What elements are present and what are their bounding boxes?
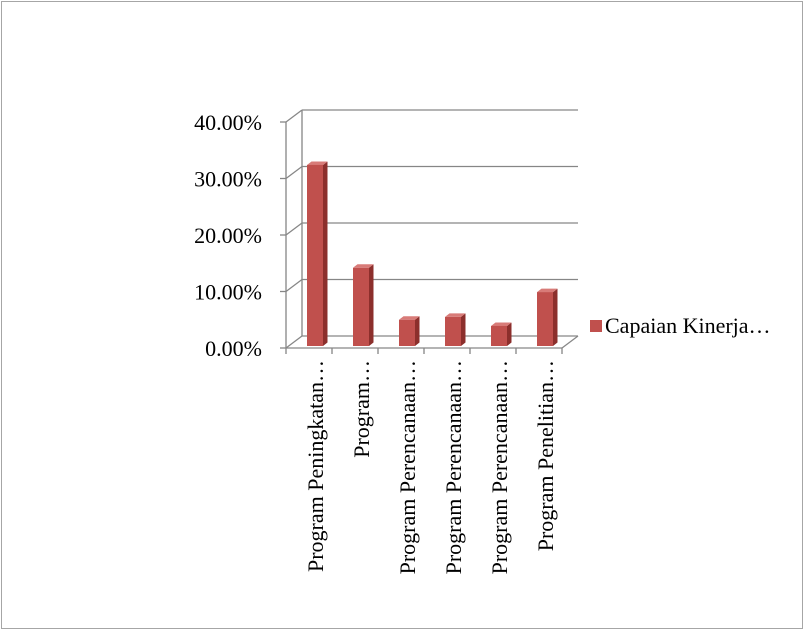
y-axis-tick-label: 20.00% xyxy=(194,223,262,248)
bar-side-face xyxy=(369,264,374,346)
bar xyxy=(353,264,374,346)
bar-front-face xyxy=(399,319,415,346)
x-axis-category-label: Program Penelitian… xyxy=(533,360,558,551)
legend: Capaian Kinerja… xyxy=(590,313,771,338)
bar-side-face xyxy=(415,316,420,346)
y-axis-tick-label: 40.00% xyxy=(194,110,262,135)
bar-front-face xyxy=(491,325,507,346)
bar-side-face xyxy=(323,161,328,346)
y-axis-tick-label: 30.00% xyxy=(194,167,262,192)
gridline-depth xyxy=(285,222,303,236)
bar-top-face xyxy=(353,264,374,268)
bar xyxy=(445,313,466,346)
axes xyxy=(280,110,579,354)
bar xyxy=(307,161,328,346)
gridline-depth xyxy=(285,165,303,180)
gridline-depth xyxy=(285,335,303,349)
x-axis-category-label: Program Peningkatan… xyxy=(303,360,328,572)
bar-top-face xyxy=(537,288,558,293)
bar xyxy=(537,288,558,346)
bar-side-face xyxy=(461,313,466,346)
x-axis-category-label: Program Perencanaan… xyxy=(441,360,466,574)
bar-front-face xyxy=(537,292,553,346)
bar-side-face xyxy=(553,288,558,346)
floor-edge xyxy=(561,335,579,349)
y-axis-tick-label: 0.00% xyxy=(205,336,262,361)
bar-top-face xyxy=(399,316,420,320)
y-axis-tick-labels: 0.00% 10.00% 20.00% 30.00% 40.00% xyxy=(194,110,262,361)
bars xyxy=(307,161,558,346)
y-axis-tick-label: 10.00% xyxy=(194,280,262,305)
gridlines xyxy=(285,109,578,349)
bar-front-face xyxy=(445,316,461,346)
bar-side-face xyxy=(507,322,512,346)
x-axis-category-label: Program Perencanaan… xyxy=(395,360,420,574)
x-axis-category-label: Program Perencanaan… xyxy=(487,360,512,574)
gridline-depth xyxy=(285,278,303,293)
bar xyxy=(491,322,512,346)
gridline-depth xyxy=(285,109,303,123)
bar xyxy=(399,316,420,346)
bar-top-face xyxy=(445,313,466,317)
legend-entry-label: Capaian Kinerja… xyxy=(605,313,771,338)
bar-front-face xyxy=(307,164,323,346)
x-axis-category-label: Program… xyxy=(349,360,374,458)
legend-swatch xyxy=(590,320,602,332)
bar-front-face xyxy=(353,267,369,346)
x-axis-category-labels: Program Peningkatan… Program… Program Pere… xyxy=(303,360,558,574)
bar-top-face xyxy=(491,322,512,326)
bar-top-face xyxy=(307,161,328,165)
